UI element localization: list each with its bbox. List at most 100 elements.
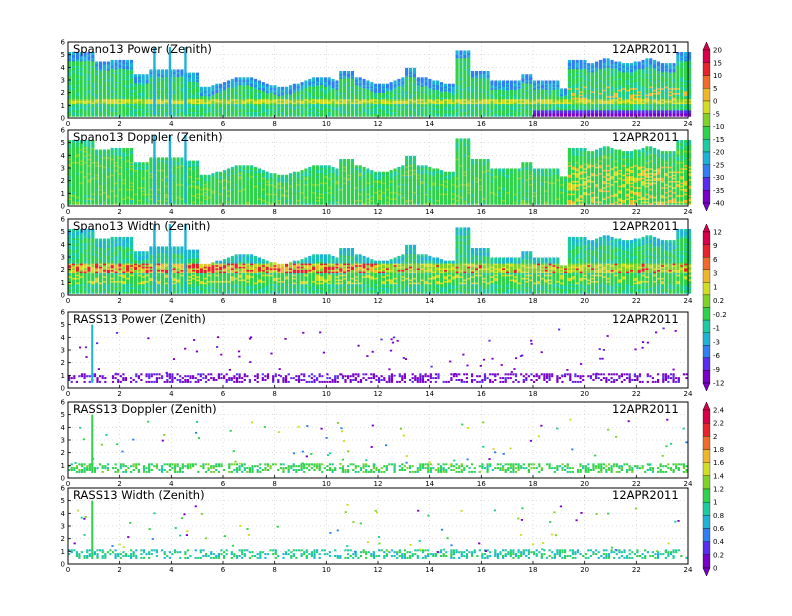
heatmap-cell [390, 82, 393, 85]
heatmap-cell [394, 81, 397, 84]
heatmap-cell [324, 77, 327, 80]
heatmap-cell [246, 77, 249, 80]
heatmap-cell [382, 84, 385, 87]
x-tick-label: 18 [529, 120, 538, 128]
heatmap-cell [242, 77, 245, 80]
heatmap-cell [518, 81, 521, 84]
heatmap-cell [642, 60, 645, 63]
y-tick-label: 3 [61, 77, 65, 85]
heatmap-cell [215, 84, 218, 87]
heatmap-cell [417, 77, 420, 80]
heatmap-cell [157, 69, 160, 72]
heatmap-cell [258, 81, 261, 84]
heatmap-cell [626, 63, 629, 66]
heatmap-cell [525, 74, 528, 77]
y-tick-label: 0 [61, 115, 65, 123]
heatmap-cell [649, 58, 652, 61]
heatmap-cell [219, 84, 222, 87]
heatmap-cell [126, 60, 129, 63]
x-tick-label: 6 [221, 120, 226, 128]
heatmap-cell [103, 62, 106, 65]
heatmap-cell [673, 63, 676, 66]
heatmap-cell [611, 60, 614, 63]
y-tick-label: 1 [61, 102, 65, 110]
heatmap-cell [332, 79, 335, 82]
heatmap-cell [208, 87, 211, 90]
heatmap-cell [456, 50, 459, 53]
heatmap-cell [494, 81, 497, 84]
heatmap-cell [479, 71, 482, 74]
heatmap-cell [529, 74, 532, 77]
heatmap-cell [483, 71, 486, 74]
heatmap-cell [285, 87, 288, 90]
x-tick-label: 2 [117, 120, 121, 128]
heatmap-cell [498, 81, 501, 84]
heatmap-cell [459, 50, 462, 53]
heatmap-cell [560, 88, 563, 91]
heatmap-cell [281, 87, 284, 90]
x-tick-label: 24 [684, 120, 693, 128]
heatmap-cell [374, 84, 377, 87]
heatmap-cell [173, 69, 176, 72]
x-tick-label: 22 [632, 120, 641, 128]
x-tick-label: 14 [425, 120, 434, 128]
heatmap-cell [556, 81, 559, 84]
heatmap-cell [638, 62, 641, 65]
heatmap-cell [421, 77, 424, 80]
heatmap-cell [250, 77, 253, 80]
heatmap-cell [490, 81, 493, 84]
heatmap-cell [99, 62, 102, 65]
heatmap-cell [618, 62, 621, 65]
heatmap-cell [363, 79, 366, 82]
heatmap-cell [273, 85, 276, 88]
x-tick-label: 12 [374, 120, 383, 128]
heatmap-cell [107, 150, 110, 153]
heatmap-cell [204, 87, 207, 90]
heatmap-cell [188, 73, 191, 76]
heatmap-cell [653, 60, 656, 63]
heatmap-cell [200, 87, 203, 90]
heatmap-cell [568, 60, 571, 63]
heatmap-cell [111, 148, 114, 151]
heatmap-cell [184, 47, 186, 115]
heatmap-cell [211, 85, 214, 88]
heatmap-cell [347, 71, 350, 74]
heatmap-cell [545, 81, 548, 84]
heatmap-cell [343, 71, 346, 74]
heatmap-cell [521, 74, 524, 77]
heatmap-cell [680, 52, 683, 55]
heatmap-cell [607, 58, 610, 61]
heatmap-cell [359, 77, 362, 80]
x-tick-label: 0 [66, 120, 70, 128]
heatmap-cell [138, 74, 141, 77]
heatmap-cell [533, 81, 536, 84]
heatmap-cell [99, 150, 102, 153]
heatmap-cell [514, 81, 517, 84]
heatmap-cell [599, 60, 602, 63]
heatmap-cell [107, 62, 110, 65]
heatmap-cell [661, 63, 664, 66]
heatmap-cell [289, 85, 292, 88]
heatmap-cell [622, 63, 625, 66]
heatmap-cell [657, 62, 660, 65]
heatmap-cell [572, 60, 575, 63]
heatmap-cell [103, 150, 106, 153]
heatmap-cell [634, 62, 637, 65]
heatmap-cell [297, 84, 300, 87]
heatmap-cell [366, 81, 369, 84]
heatmap-cell [684, 52, 687, 55]
heatmap-cell [312, 77, 315, 80]
heatmap-cell [161, 69, 164, 72]
heatmap-cell [192, 73, 195, 76]
heatmap-cell [397, 79, 400, 82]
heatmap-cell [436, 81, 439, 84]
heatmap-cell [506, 81, 509, 84]
heatmap-cell [196, 73, 199, 76]
heatmap-cell [95, 150, 98, 153]
heatmap-cell [370, 82, 373, 85]
heatmap-cell [630, 63, 633, 66]
heatmap-cell [355, 77, 358, 80]
heatmap-cell [448, 84, 451, 87]
heatmap-cell [293, 84, 296, 87]
